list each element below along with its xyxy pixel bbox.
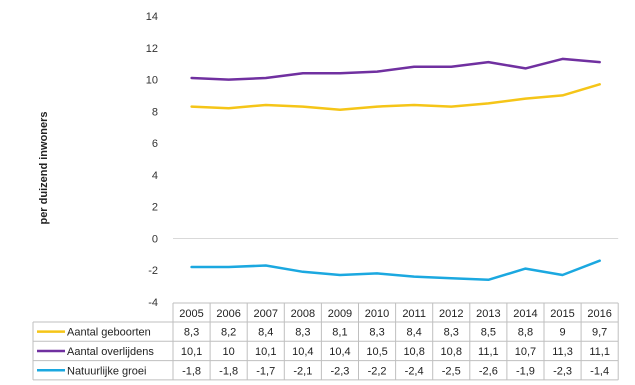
x-tick-label: 2007 [254, 308, 278, 320]
x-tick-label: 2012 [439, 308, 463, 320]
data-label: 11,1 [589, 346, 610, 358]
y-tick-label: -4 [148, 297, 158, 309]
y-tick-label: 10 [146, 75, 158, 87]
y-tick-label: -2 [148, 265, 158, 277]
data-label: 10,8 [403, 346, 424, 358]
data-label: 10,8 [441, 346, 462, 358]
data-label: 9 [559, 327, 565, 339]
data-label: 9,7 [592, 327, 607, 339]
legend-label: Aantal overlijdens [67, 346, 154, 358]
series-line-2 [190, 57, 601, 81]
x-tick-label: 2011 [402, 308, 426, 320]
data-label: -2,1 [293, 365, 312, 377]
data-label: -1,4 [590, 365, 609, 377]
y-tick-labels: 14 12 10 8 6 4 2 0 -2 -4 [146, 11, 158, 309]
legend-label: Natuurlijke groei [67, 365, 146, 377]
x-tick-label: 2014 [513, 308, 537, 320]
data-label: -2,4 [405, 365, 424, 377]
y-tick-label: 14 [146, 11, 158, 23]
data-label: 10,1 [181, 346, 202, 358]
data-label: -2,3 [553, 365, 572, 377]
y-tick-label: 12 [146, 43, 158, 55]
series-line-3 [190, 259, 601, 282]
data-label: 11,1 [478, 346, 499, 358]
data-label: 10,5 [366, 346, 387, 358]
data-label: -1,9 [516, 365, 535, 377]
data-label: 8,1 [332, 327, 347, 339]
y-tick-label: 6 [152, 138, 158, 150]
x-tick-label: 2013 [476, 308, 500, 320]
y-tick-label: 0 [152, 233, 158, 245]
legend-label: Aantal geboorten [67, 327, 151, 339]
x-tick-label: 2005 [179, 308, 203, 320]
data-label: 8,3 [369, 327, 384, 339]
data-label: 8,2 [221, 327, 236, 339]
series-lines [190, 57, 601, 282]
data-label: -2,6 [479, 365, 498, 377]
data-label: -1,8 [182, 365, 201, 377]
data-label: 10,7 [515, 346, 536, 358]
y-tick-label: 4 [152, 170, 158, 182]
data-label: 8,4 [407, 327, 422, 339]
y-tick-label: 2 [152, 202, 158, 214]
x-tick-label: 2009 [328, 308, 352, 320]
data-label: 10,4 [292, 346, 313, 358]
x-tick-label: 2006 [216, 308, 240, 320]
data-table: 2005 2006 2007 2008 2009 2010 2011 2012 2013 2014… [32, 302, 619, 381]
data-label: 8,3 [444, 327, 459, 339]
data-label: 11,3 [552, 346, 573, 358]
data-label: 8,8 [518, 327, 533, 339]
data-label: -1,7 [256, 365, 275, 377]
data-label: 10,4 [329, 346, 350, 358]
data-label: -2,5 [442, 365, 461, 377]
data-label: -1,8 [219, 365, 238, 377]
data-label: 10,1 [255, 346, 276, 358]
data-label: 10 [223, 346, 235, 358]
data-label: 8,4 [258, 327, 273, 339]
x-tick-label: 2016 [587, 308, 611, 320]
y-axis-label: per duizend inwoners [38, 111, 50, 224]
x-tick-label: 2008 [291, 308, 315, 320]
data-label: -2,2 [368, 365, 387, 377]
y-tick-label: 8 [152, 106, 158, 118]
data-label: -2,3 [330, 365, 349, 377]
data-label: 8,3 [184, 327, 199, 339]
x-tick-label: 2015 [550, 308, 574, 320]
data-label: 8,3 [295, 327, 310, 339]
x-tick-label: 2010 [365, 308, 389, 320]
data-label: 8,5 [481, 327, 496, 339]
series-line-1 [190, 83, 601, 111]
